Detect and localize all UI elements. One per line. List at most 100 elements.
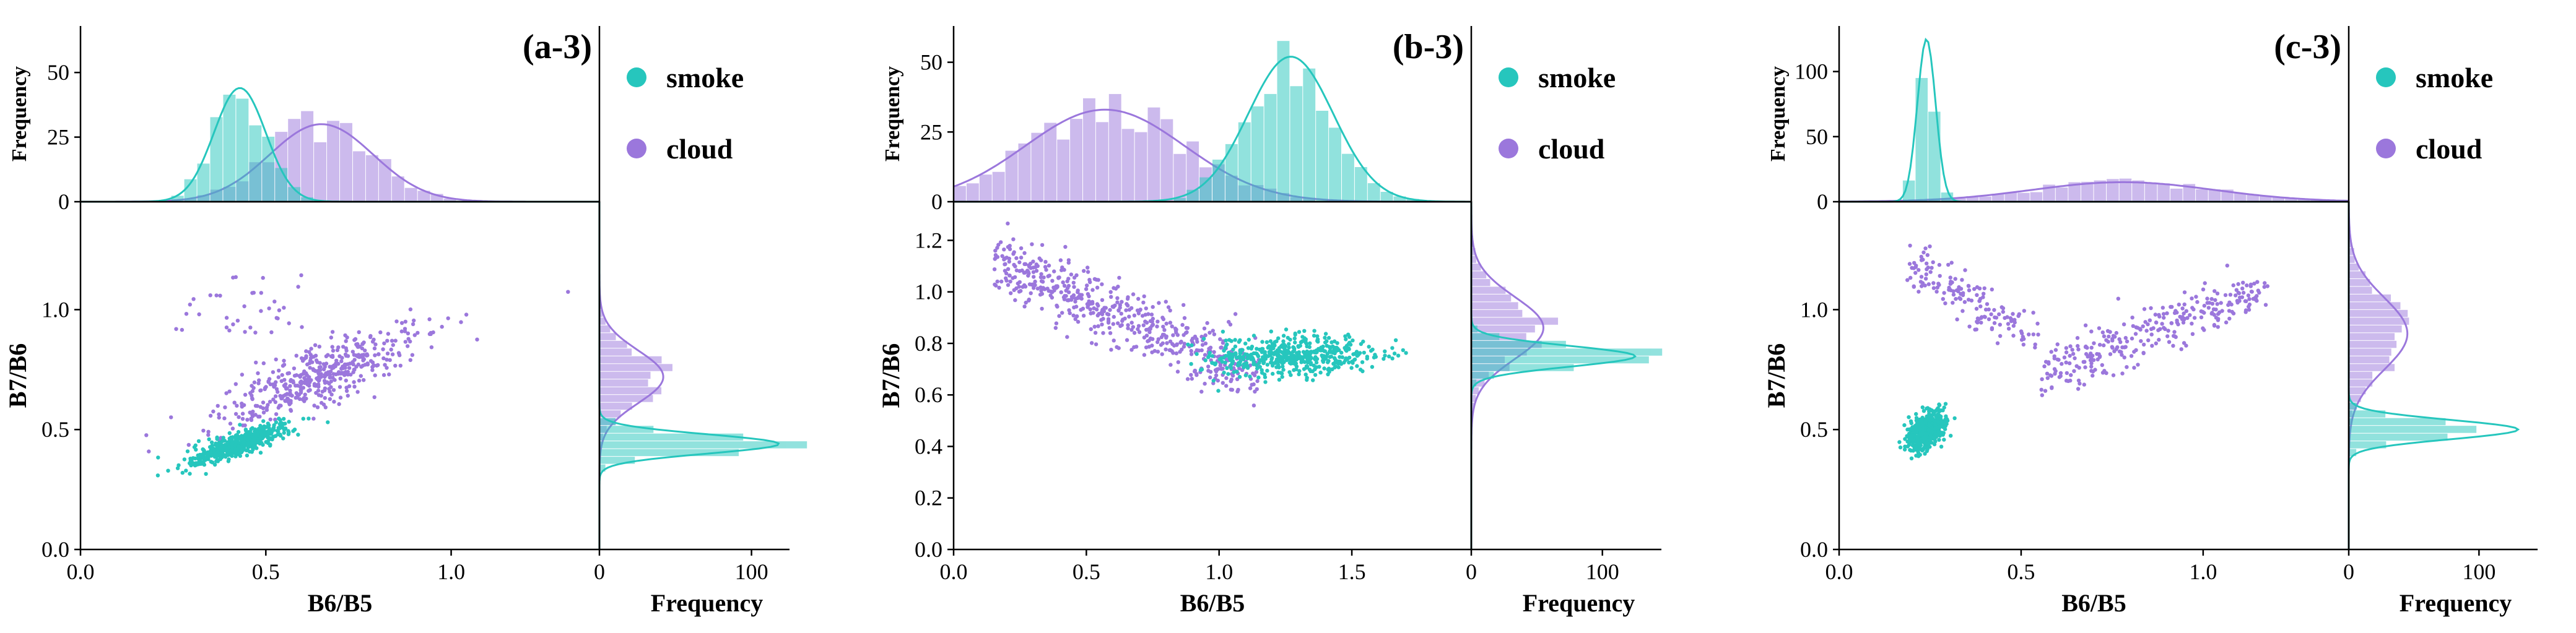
- cloud-point: [475, 337, 479, 342]
- cloud-point: [1142, 294, 1146, 299]
- cloud-point: [346, 394, 350, 398]
- cloud-point: [1055, 303, 1059, 308]
- smoke-point: [184, 468, 188, 473]
- cloud-point: [1199, 348, 1204, 353]
- cloud-point: [2068, 344, 2073, 348]
- main-axes-frame: [79, 200, 601, 551]
- smoke-point: [1189, 362, 1193, 366]
- cloud-top-bar: [2107, 179, 2119, 202]
- smoke-point: [1273, 340, 1277, 344]
- smoke-point: [1370, 364, 1375, 369]
- cloud-point: [341, 372, 346, 376]
- cloud-point: [224, 316, 229, 320]
- cloud-point: [1000, 254, 1004, 258]
- smoke-point: [1294, 367, 1299, 372]
- cloud-point: [2114, 330, 2118, 335]
- cloud-point: [325, 380, 329, 384]
- scatter-points: [144, 273, 570, 478]
- cloud-point: [2031, 311, 2035, 315]
- top-axes-frame: [952, 26, 1473, 203]
- smoke-point: [296, 433, 300, 437]
- cloud-point: [378, 330, 383, 335]
- smoke-point: [1321, 358, 1325, 363]
- smoke-point: [188, 472, 192, 476]
- right-hist-x-tick-label: 0: [1466, 559, 1477, 584]
- cloud-point: [274, 380, 278, 384]
- cloud-point: [1998, 322, 2002, 327]
- cloud-point: [343, 366, 347, 370]
- cloud-point: [305, 373, 309, 377]
- smoke-point: [1227, 338, 1232, 342]
- cloud-point: [2130, 336, 2134, 341]
- cloud-point: [410, 353, 415, 357]
- smoke-point: [1227, 350, 1231, 355]
- cloud-point: [2009, 319, 2014, 324]
- cloud-point: [1185, 377, 1190, 381]
- cloud-point: [240, 402, 244, 406]
- cloud-point: [1206, 364, 1211, 369]
- cloud-point: [295, 384, 300, 388]
- cloud-right-bar: [2349, 294, 2391, 302]
- cloud-point: [403, 319, 407, 324]
- smoke-point: [155, 473, 160, 478]
- cloud-point: [2049, 350, 2053, 354]
- smoke-point: [211, 460, 215, 465]
- smoke-point: [1923, 452, 1927, 456]
- cloud-point: [2265, 284, 2269, 288]
- cloud-point: [1165, 341, 1169, 345]
- cloud-point: [1019, 246, 1024, 251]
- cloud-point: [1155, 324, 1159, 329]
- smoke-point: [213, 454, 218, 459]
- cloud-point: [1942, 291, 1946, 295]
- cloud-top-bar: [2310, 199, 2323, 202]
- cloud-point: [283, 398, 287, 403]
- smoke-point: [1280, 374, 1284, 379]
- cloud-point: [217, 415, 221, 420]
- cloud-point: [2263, 303, 2268, 307]
- cloud-point: [2262, 285, 2266, 289]
- cloud-point: [339, 366, 344, 371]
- cloud-point: [1026, 270, 1030, 274]
- smoke-point: [1302, 329, 1307, 333]
- smoke-point: [1258, 348, 1263, 352]
- smoke-point: [1229, 363, 1233, 368]
- smoke-point: [1238, 351, 1243, 355]
- x-tick-label: 0.5: [252, 559, 280, 584]
- cloud-point: [372, 363, 376, 368]
- smoke-point: [1326, 335, 1331, 340]
- cloud-point: [1092, 306, 1096, 311]
- cloud-point: [1064, 294, 1068, 298]
- smoke-point: [215, 443, 219, 447]
- smoke-right-histogram: [599, 418, 807, 472]
- smoke-point: [256, 432, 260, 436]
- smoke-point: [1329, 355, 1333, 359]
- cloud-point: [1125, 302, 1129, 306]
- smoke-point: [1304, 364, 1309, 368]
- cloud-point: [347, 366, 352, 370]
- cloud-point: [1956, 288, 1960, 292]
- cloud-point: [1935, 285, 1939, 290]
- cloud-point: [1925, 253, 1930, 257]
- cloud-point: [2129, 354, 2134, 358]
- cloud-point: [1058, 258, 1063, 262]
- cloud-right-bar: [2349, 286, 2372, 294]
- cloud-point: [995, 279, 999, 284]
- cloud-top-bar: [340, 123, 352, 202]
- cloud-right-bar: [2349, 364, 2395, 371]
- smoke-point: [233, 454, 238, 459]
- cloud-point: [197, 312, 201, 317]
- cloud-point: [1919, 258, 1924, 262]
- cloud-point: [312, 403, 316, 408]
- cloud-point: [394, 319, 399, 324]
- top-hist-y-label: Frequency: [8, 66, 31, 161]
- cloud-point: [1189, 348, 1193, 353]
- cloud-point: [1089, 341, 1094, 345]
- cloud-point: [1979, 321, 1983, 325]
- cloud-point: [289, 377, 294, 382]
- cloud-point: [2060, 361, 2064, 366]
- cloud-point: [2125, 365, 2129, 369]
- smoke-point: [258, 435, 262, 440]
- cloud-point: [1088, 307, 1092, 312]
- cloud-point: [1919, 275, 1924, 279]
- smoke-top-bar: [1264, 93, 1277, 202]
